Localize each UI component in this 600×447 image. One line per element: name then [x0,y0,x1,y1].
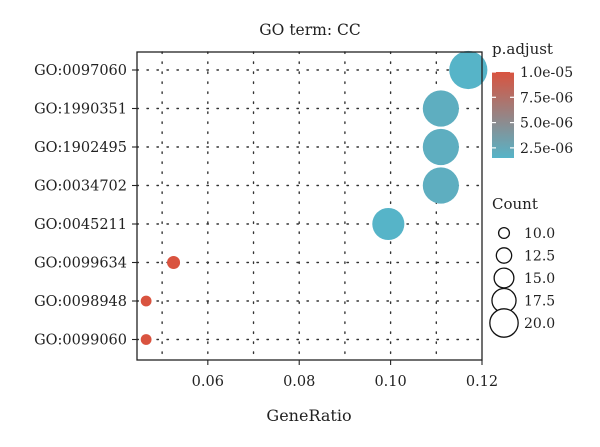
y-tick-label: GO:0098948 [34,294,127,310]
x-axis: 0.06 0.08 0.10 0.12 [192,360,498,390]
color-bar-ticks: 1.0e-05 7.5e-06 5.0e-06 2.5e-06 [492,65,573,157]
size-legend-label: 15.0 [524,271,555,287]
x-tick-label: 0.12 [466,374,498,390]
y-axis: GO:0097060 GO:1990351 GO:1902495 GO:0034702… [34,63,137,349]
size-legend-label: 20.0 [524,316,555,332]
size-legend-items: 10.0 12.5 15.0 17.5 20.0 [489,226,555,338]
size-legend-label: 10.0 [524,226,555,242]
y-tick-label: GO:0034702 [34,179,127,195]
size-legend-circle [495,247,513,264]
data-point [140,334,152,345]
color-bar [492,72,514,158]
plot-panel [136,51,483,361]
color-bar-label: 1.0e-05 [520,65,573,81]
x-tick-label: 0.08 [283,374,315,390]
size-legend-circle [493,267,515,289]
y-tick-label: GO:1902495 [34,140,127,156]
size-legend-circle [497,226,511,240]
color-bar-label: 7.5e-06 [520,90,573,106]
data-point [422,128,459,166]
data-point [167,255,181,270]
color-bar-label: 5.0e-06 [520,116,573,132]
data-point [372,207,405,241]
y-tick-label: GO:0099060 [34,333,127,349]
y-tick-label: GO:0045211 [34,217,127,233]
y-tick-label: GO:0099634 [34,256,127,272]
y-tick-label: GO:0097060 [34,63,127,79]
size-legend-label: 12.5 [524,249,555,265]
x-axis-title: GeneRatio [266,406,351,425]
size-legend-title: Count [492,195,538,213]
chart-title: GO term: CC [259,21,360,39]
size-legend: Count 10.0 12.5 15.0 17.5 20.0 [489,195,555,338]
color-legend-title: p.adjust [492,40,553,58]
color-legend: p.adjust 1.0e-05 7.5e-06 5.0e-06 2.5e-06 [492,40,573,158]
size-legend-label: 17.5 [524,294,555,310]
y-tick-label: GO:1990351 [34,102,127,118]
data-point [422,90,459,127]
color-bar-label: 2.5e-06 [520,141,573,157]
x-tick-label: 0.10 [374,374,406,390]
data-point [140,295,152,307]
x-tick-label: 0.06 [192,374,224,390]
data-points [140,50,488,345]
data-point [422,167,459,204]
data-point [449,50,488,90]
size-legend-circle [489,308,519,338]
